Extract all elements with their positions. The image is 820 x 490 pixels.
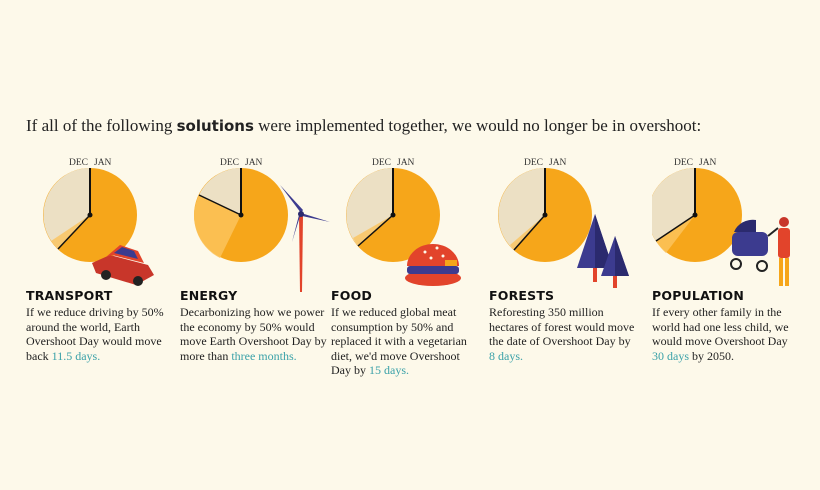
dec-label: DEC [524, 158, 543, 168]
stroller-icon [726, 214, 798, 298]
headline-bold: solutions [176, 117, 254, 135]
clock-chart-energy: DEC JAN [180, 150, 300, 270]
item-text: If every other family in the world had o… [652, 305, 802, 363]
jan-label: JAN [699, 158, 717, 168]
item-description: If we reduce driving by 50% around the w… [26, 305, 164, 363]
car-icon [90, 235, 160, 294]
dec-label: DEC [372, 158, 391, 168]
solution-population: DEC JAN POPULATION If every other family… [652, 150, 812, 390]
trees-icon [573, 212, 633, 296]
jan-label: JAN [397, 158, 415, 168]
solution-energy: DEC JAN ENERGY Decarbonizing how we powe… [180, 150, 340, 390]
item-title: FOOD [331, 288, 372, 303]
burger-icon [401, 238, 466, 292]
item-text: Decarbonizing how we power the economy b… [180, 305, 330, 363]
item-title: ENERGY [180, 288, 238, 303]
item-text: If we reduced global meat consumption by… [331, 305, 481, 378]
dec-label: DEC [674, 158, 693, 168]
item-description: If every other family in the world had o… [652, 305, 789, 348]
wind-turbine-icon [272, 180, 332, 299]
solution-food: DEC JAN FOOD If we reduced global meat c… [331, 150, 491, 390]
item-text: If we reduce driving by 50% around the w… [26, 305, 176, 363]
jan-label: JAN [549, 158, 567, 168]
item-highlight: 8 days. [489, 348, 523, 363]
item-title: FORESTS [489, 288, 555, 303]
clock-chart-population: DEC JAN [652, 150, 772, 270]
item-description: Reforesting 350 million hectares of fore… [489, 305, 635, 348]
dec-label: DEC [69, 158, 88, 168]
headline-prefix: If all of the following [26, 116, 177, 135]
clock-chart-forests: DEC JAN [489, 150, 609, 270]
item-description: If we reduced global meat consumption by… [331, 305, 467, 377]
clock-chart-food: DEC JAN [331, 150, 451, 270]
jan-label: JAN [94, 158, 112, 168]
item-description: Decarbonizing how we power the economy b… [180, 305, 327, 363]
item-highlight: 30 days [652, 348, 689, 363]
item-after: by 2050. [692, 348, 734, 363]
clock-chart-transport: DEC JAN [26, 150, 146, 270]
item-title: POPULATION [652, 288, 745, 303]
headline-suffix: were implemented together, we would no l… [253, 116, 702, 135]
item-text: Reforesting 350 million hectares of fore… [489, 305, 639, 363]
solution-transport: DEC JAN TRANSPORT If we reduce driving b… [26, 150, 186, 390]
solution-forests: DEC JAN FORESTS Reforesting 350 million … [489, 150, 649, 390]
item-highlight: 15 days. [369, 363, 409, 377]
jan-label: JAN [245, 158, 263, 168]
dec-label: DEC [220, 158, 239, 168]
item-title: TRANSPORT [26, 288, 113, 303]
headline: If all of the following solutions were i… [26, 116, 806, 136]
item-highlight: three months. [231, 348, 297, 363]
item-highlight: 11.5 days. [51, 348, 101, 363]
